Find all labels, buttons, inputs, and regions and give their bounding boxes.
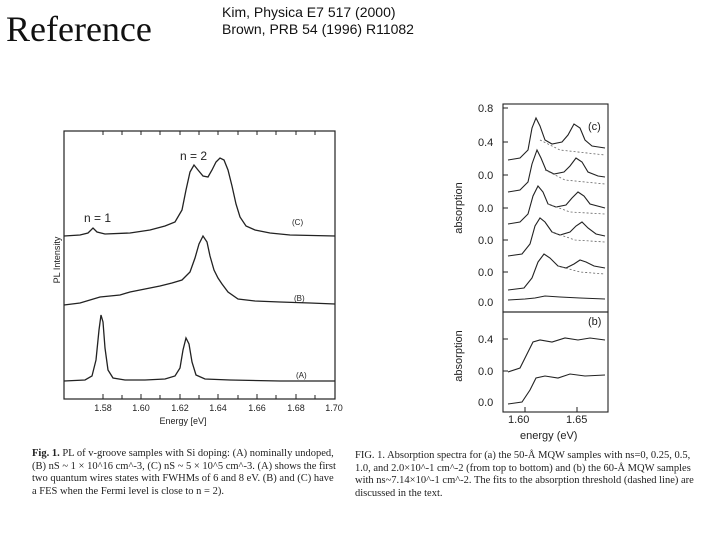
ytick-label: 0.0 — [478, 235, 493, 247]
absorption-top-frame — [502, 103, 609, 313]
absorption-x-axis-label: energy (eV) — [520, 430, 577, 442]
absorption-bottom-frame — [502, 311, 609, 413]
ytick-label: 0.0 — [478, 397, 493, 409]
reference-list: Kim, Physica E7 517 (2000) Brown, PRB 54… — [222, 4, 414, 38]
panel-label-b: (b) — [588, 316, 601, 328]
absorption-bottom-curve-1 — [507, 337, 606, 373]
absorption-curve-baseline — [507, 295, 606, 301]
pl-label-c: (C) — [292, 218, 303, 227]
absorption-bottom-curve-2 — [507, 373, 606, 405]
pl-caption-text: PL of v-groove samples with Si doping: (… — [32, 448, 336, 497]
pl-label-a: (A) — [296, 371, 307, 380]
pl-xtick-label: 1.70 — [325, 403, 343, 413]
absorption-curve-ns20 — [507, 253, 606, 291]
absorption-xtick-label: 1.65 — [566, 414, 587, 426]
absorption-bottom-yticks: 0.4 0.0 0.0 — [478, 334, 493, 409]
ytick-label: 0.0 — [478, 170, 493, 182]
pl-curve-c — [63, 157, 336, 237]
ytick-label: 0.4 — [478, 137, 493, 149]
absorption-caption: FIG. 1. Absorption spectra for (a) the 5… — [355, 450, 694, 499]
pl-xtick-label: 1.64 — [209, 403, 227, 413]
ytick-label: 0.0 — [478, 203, 493, 215]
absorption-x-ticks — [524, 407, 578, 412]
absorption-top-yticks: 0.8 0.4 0.0 0.0 0.0 0.0 0.0 — [478, 103, 493, 309]
absorption-curve-ns05 — [507, 185, 606, 225]
pl-label-b: (B) — [294, 294, 305, 303]
absorption-fit-lines — [539, 139, 606, 275]
absorption-curve-ns025 — [507, 148, 606, 193]
absorption-top-ylabel: absorption — [453, 182, 465, 233]
absorption-bottom-ylabel: absorption — [453, 330, 465, 381]
pl-x-tick-labels: 1.58 1.60 1.62 1.64 1.66 1.68 1.70 — [94, 403, 343, 413]
pl-xtick-label: 1.62 — [171, 403, 189, 413]
pl-curve-a — [63, 314, 335, 382]
pl-curve-b — [63, 234, 336, 306]
pl-annotation-n1: n = 1 — [84, 211, 111, 225]
absorption-bottom-curves — [507, 337, 606, 405]
reference-brown: Brown, PRB 54 (1996) R11082 — [222, 21, 414, 37]
pl-x-axis-label: Energy [eV] — [159, 416, 206, 426]
pl-xtick-label: 1.68 — [287, 403, 305, 413]
pl-xtick-label: 1.66 — [248, 403, 266, 413]
slide-title: Reference — [6, 9, 152, 49]
pl-xtick-label: 1.60 — [132, 403, 150, 413]
absorption-yticks-marks — [503, 107, 508, 372]
absorption-curve-ns0 — [507, 116, 606, 161]
pl-xtick-label: 1.58 — [94, 403, 112, 413]
panel-label-c: (c) — [588, 121, 601, 133]
ytick-label: 0.4 — [478, 334, 493, 346]
pl-y-axis-label: PL Intensity — [52, 236, 62, 283]
ytick-label: 0.0 — [478, 297, 493, 309]
reference-kim: Kim, Physica E7 517 (2000) — [222, 4, 396, 20]
pl-caption: Fig. 1. PL of v-groove samples with Si d… — [32, 448, 337, 498]
ytick-label: 0.0 — [478, 366, 493, 378]
ytick-label: 0.0 — [478, 267, 493, 279]
absorption-xtick-label: 1.60 — [508, 414, 529, 426]
pl-caption-lead: Fig. 1. — [32, 448, 60, 459]
pl-bottom-ticks — [102, 394, 316, 399]
pl-annotation-n2: n = 2 — [180, 149, 207, 163]
absorption-curve-ns10 — [507, 217, 606, 257]
ytick-label: 0.8 — [478, 103, 493, 115]
pl-top-ticks — [102, 131, 316, 135]
